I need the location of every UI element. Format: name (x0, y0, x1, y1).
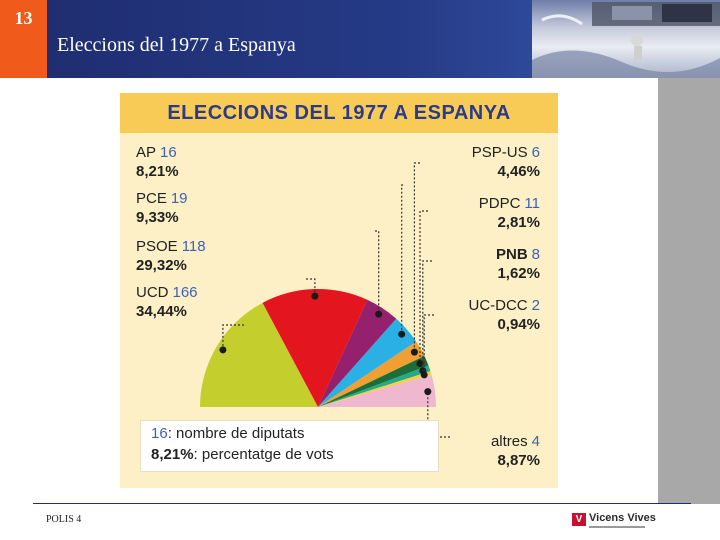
label-pct: 1,62% (497, 265, 540, 282)
label-seats: 166 (172, 284, 198, 301)
footer-text: POLIS 4 (46, 514, 82, 525)
leader-line-pdpc (419, 210, 428, 364)
pie-slice-uc-dcc (318, 371, 432, 407)
label-party: altres (490, 433, 528, 450)
pie-slice-pce (318, 299, 397, 407)
label-seats: 2 (531, 297, 540, 314)
side-strip (658, 78, 720, 504)
pie-slice-pdpc (318, 355, 429, 407)
pie-slice-altres (318, 374, 436, 407)
pie-slice-psp-us (318, 341, 425, 407)
chart-title-bar (120, 93, 558, 133)
publisher-tagline (589, 526, 645, 528)
leader-line-uc-dcc (423, 314, 434, 375)
header-bar: 13 Eleccions del 1977 a Espanya (0, 0, 720, 78)
publisher-name: Vicens Vives (589, 512, 656, 524)
label-party: UCD (136, 284, 169, 301)
label-pct: 29,32% (136, 257, 187, 274)
label-seats: 8 (531, 246, 540, 263)
label-party: PSOE (136, 238, 178, 255)
slice-marker-ucd (219, 346, 227, 354)
publisher-mark-icon: V (572, 513, 586, 526)
pie-chart (200, 162, 450, 438)
chart-title: ELECCIONS DEL 1977 A ESPANYA (167, 102, 511, 124)
label-pct: 0,94% (497, 316, 540, 333)
label-party: AP (136, 144, 157, 161)
legend-seats: 16: nombre de diputats (151, 425, 304, 442)
footer-divider (33, 503, 691, 504)
legend-pct-example: 8,21% (151, 446, 194, 463)
legend-seats-example: 16 (151, 425, 168, 442)
slice-marker-altres (424, 388, 432, 396)
label-pdpc: PDPC 11 2,81% (450, 194, 540, 232)
label-seats: 118 (181, 238, 206, 255)
label-seats: 19 (170, 190, 188, 207)
leader-line-psoe (306, 278, 316, 297)
slice-marker-uc-dcc (420, 371, 428, 379)
label-seats: 11 (524, 195, 540, 212)
slice-marker-pdpc (416, 360, 424, 367)
pie-slice-ap (318, 318, 417, 407)
label-seats: 16 (160, 144, 177, 161)
label-psoe: PSOE 118 29,32% (136, 237, 206, 275)
slice-marker-ap (398, 330, 406, 338)
label-seats: 4 (531, 433, 540, 450)
legend-box: 16: nombre de diputats 8,21%: percentatg… (140, 420, 439, 472)
page-title: Eleccions del 1977 a Espanya (57, 34, 296, 56)
label-uc-dcc: UC-DCC 2 0,94% (450, 296, 540, 334)
leader-line-ap (401, 184, 403, 335)
label-psp-us: PSP-US 6 4,46% (450, 143, 540, 181)
slice-marker-psp-us (410, 348, 418, 356)
label-pct: 8,87% (497, 452, 540, 469)
pie-slice-ucd (200, 302, 318, 407)
leader-line-ucd (222, 324, 244, 350)
label-pct: 9,33% (136, 209, 179, 226)
label-pct: 8,21% (136, 163, 179, 180)
leader-line-pnb (422, 260, 432, 371)
legend-pct-desc: : percentatge de vots (193, 446, 334, 463)
publisher-logo: V Vicens Vives (572, 511, 656, 529)
label-altres: altres 4 8,87% (450, 432, 540, 470)
chart-figure: ELECCIONS DEL 1977 A ESPANYA AP 16 8,21% … (120, 93, 558, 488)
label-party: UC-DCC (468, 297, 528, 314)
pie-slice-pnb (318, 365, 431, 407)
label-seats: 6 (531, 144, 540, 161)
label-ucd: UCD 166 34,44% (136, 283, 198, 321)
slice-marker-pce (375, 310, 383, 318)
label-party: PDPC (478, 195, 521, 212)
label-ap: AP 16 8,21% (136, 143, 179, 181)
leader-line-psp-us (413, 162, 420, 353)
label-party: PSP-US (471, 144, 528, 161)
label-pct: 2,81% (497, 214, 540, 231)
label-pct: 34,44% (136, 303, 187, 320)
header-photo (532, 0, 720, 78)
leader-line-pce (375, 230, 380, 315)
label-party: PNB (495, 246, 528, 263)
legend-seats-desc: : nombre de diputats (167, 425, 305, 442)
slide-number: 13 (0, 0, 47, 78)
pie-slice-psoe (262, 288, 368, 407)
label-pct: 4,46% (497, 163, 540, 180)
label-party: PCE (136, 190, 167, 207)
leader-line-altres (427, 391, 450, 438)
label-pce: PCE 19 9,33% (136, 189, 188, 227)
label-pnb: PNB 8 1,62% (450, 245, 540, 283)
legend-pct: 8,21%: percentatge de vots (151, 446, 334, 463)
slice-marker-psoe (311, 292, 319, 300)
space-station-image (532, 2, 720, 78)
